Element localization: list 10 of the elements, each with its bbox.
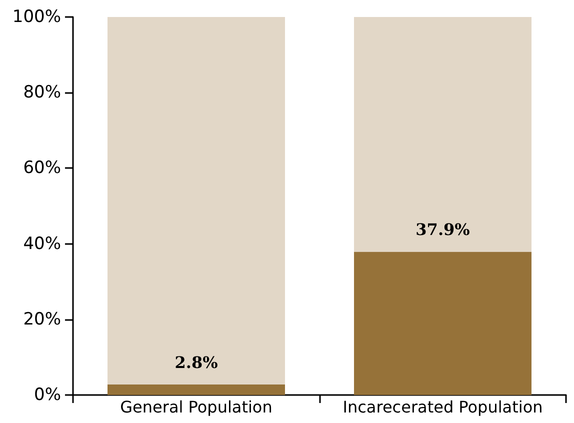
y-tick-label: 0% bbox=[34, 385, 61, 405]
data-label: 37.9% bbox=[416, 220, 470, 240]
x-tick-label: Incarecerated Population bbox=[342, 398, 543, 416]
y-tick-label: 60% bbox=[23, 158, 61, 178]
data-label: 2.8% bbox=[174, 352, 218, 372]
y-tick-label: 100% bbox=[12, 7, 61, 27]
y-tick-label: 20% bbox=[23, 309, 61, 330]
x-tick-label: General Population bbox=[120, 398, 272, 416]
y-tick-label: 80% bbox=[23, 82, 61, 103]
y-tick-label: 40% bbox=[23, 234, 61, 254]
